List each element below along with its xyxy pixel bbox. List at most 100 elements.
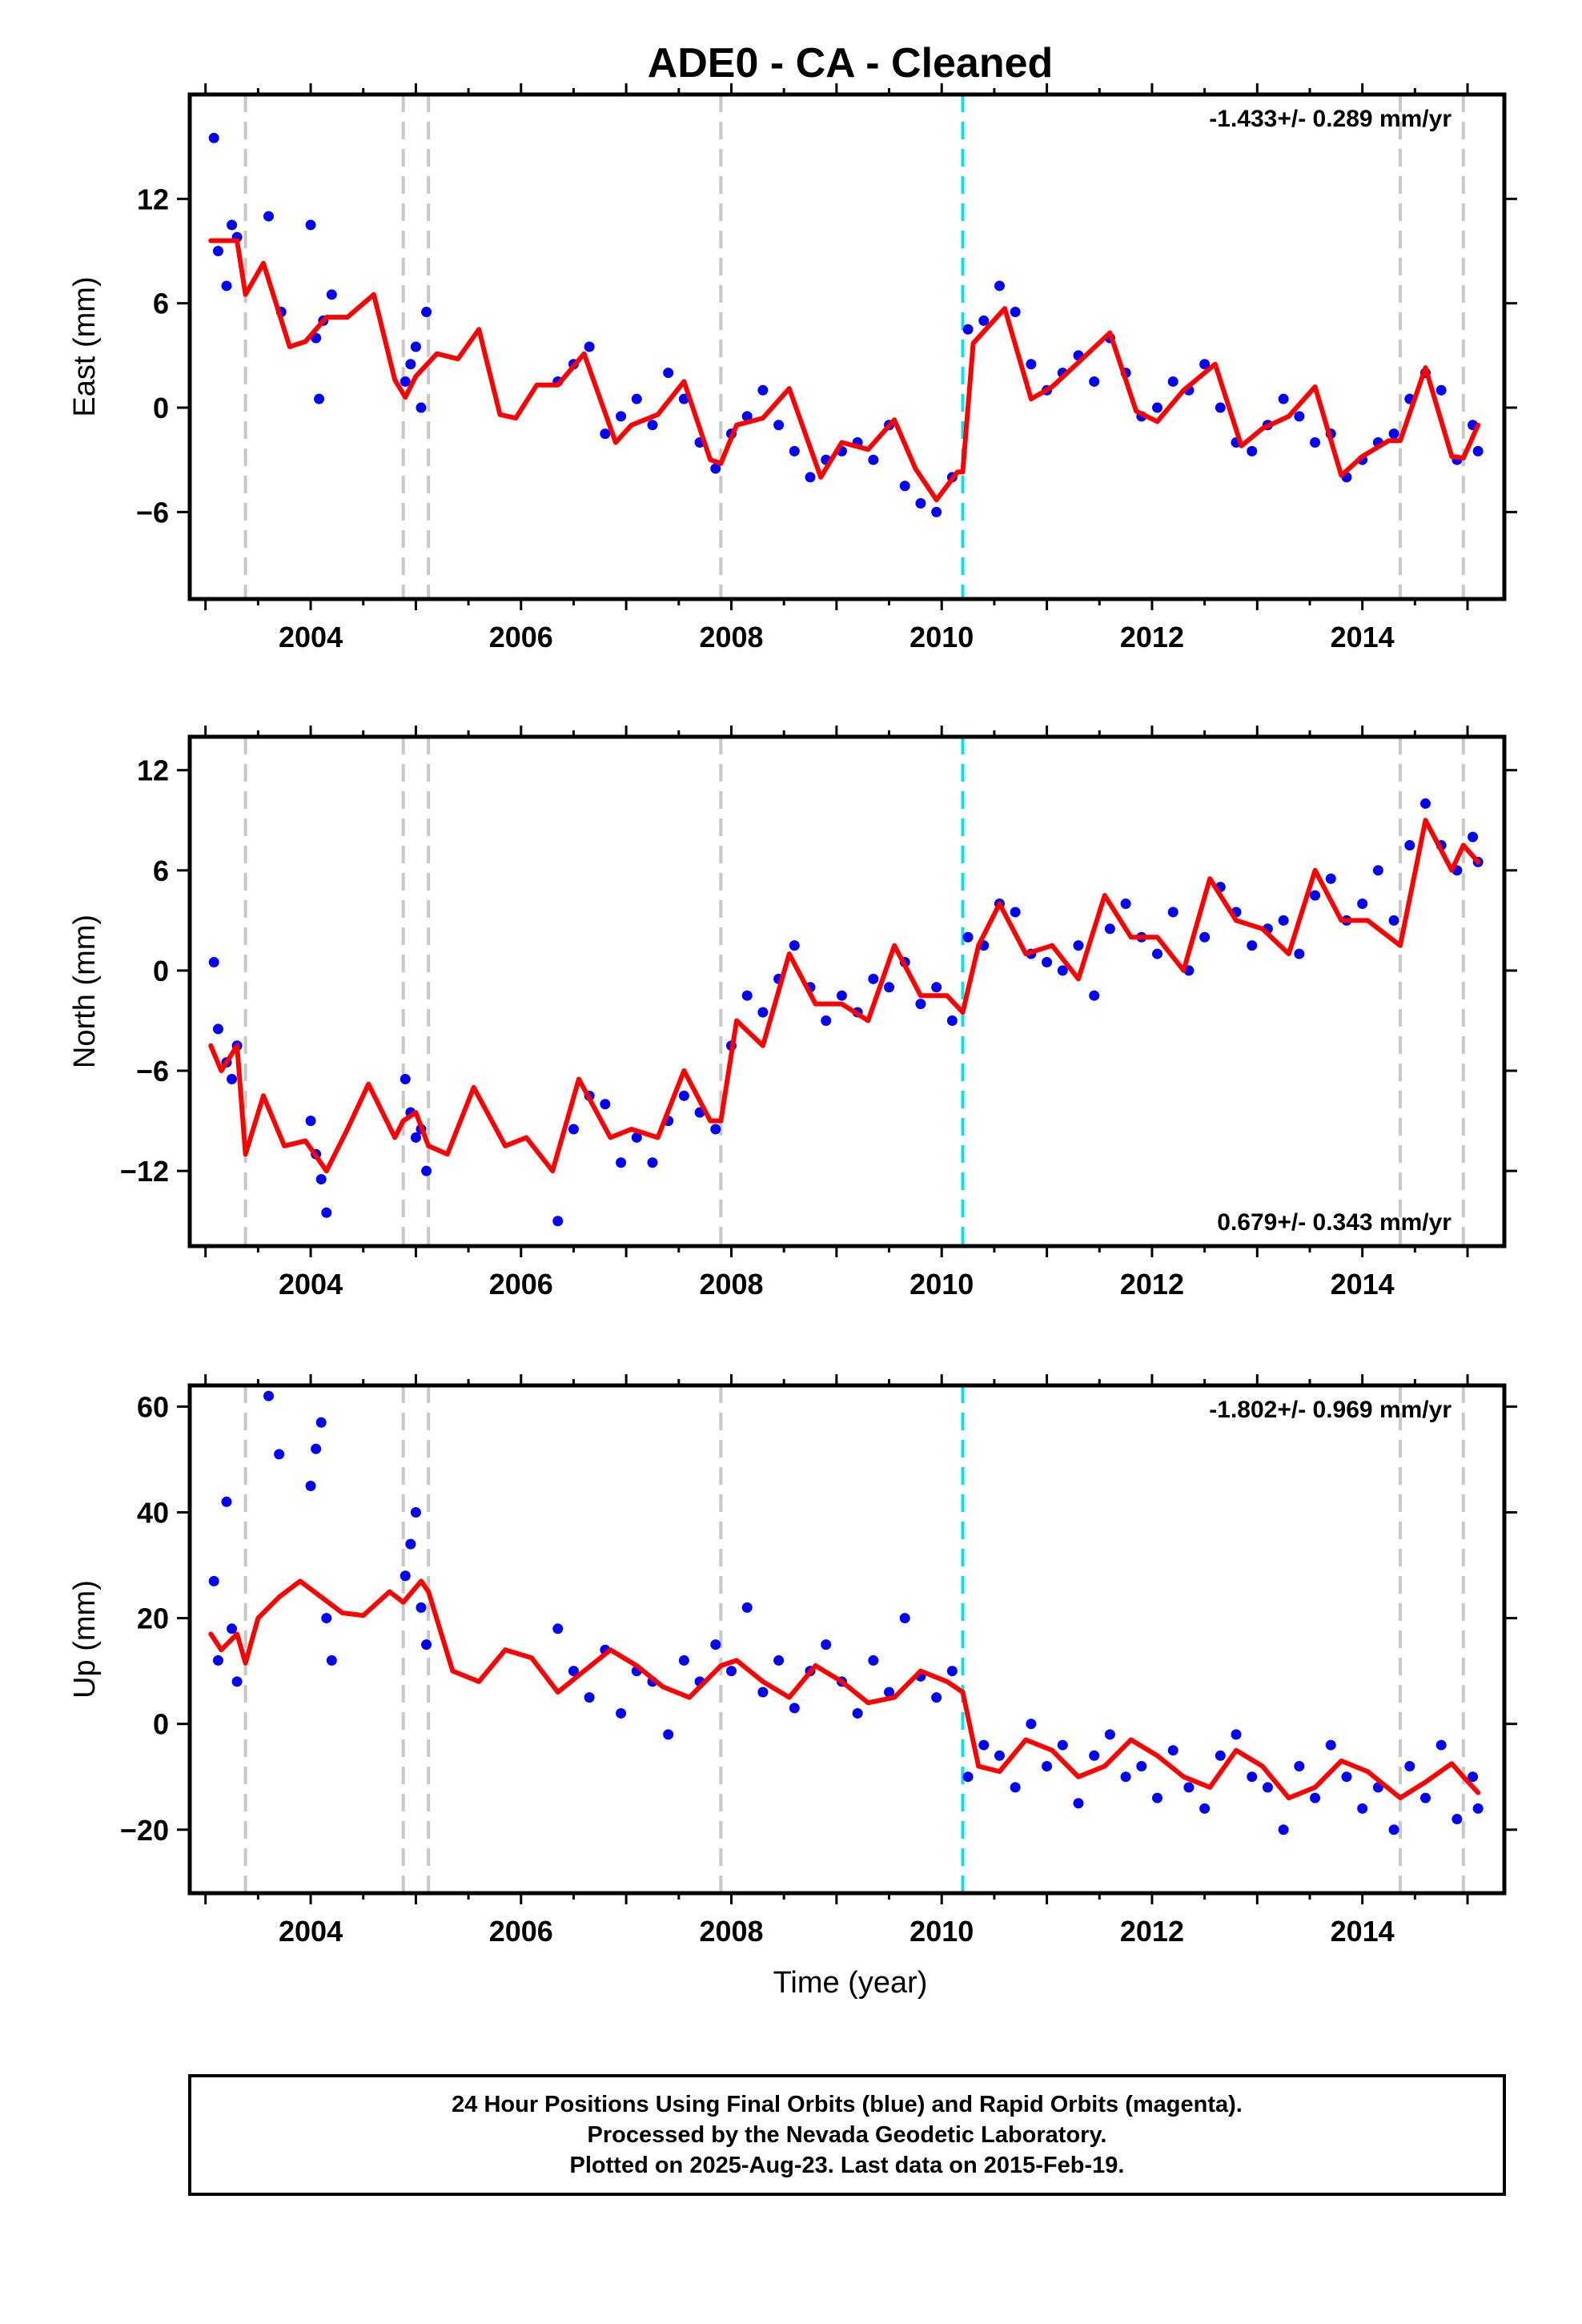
up-position-point: [1472, 1803, 1484, 1814]
north-position-point: [400, 1073, 411, 1084]
up-position-point: [321, 1613, 332, 1624]
east-position-point: [1199, 359, 1211, 370]
up-model-line: [208, 1578, 1481, 1801]
east-position-point: [994, 280, 1005, 292]
north-position-point: [1042, 957, 1053, 968]
north-x-tick-label: 2004: [279, 1268, 343, 1301]
east-position-point: [978, 315, 990, 326]
east-position-point: [710, 463, 721, 474]
east-position-point: [757, 384, 769, 396]
up-position-point: [741, 1602, 753, 1613]
up-position-point: [1404, 1761, 1415, 1771]
up-position-point: [1325, 1739, 1336, 1751]
north-position-point: [757, 1007, 769, 1018]
east-position-point: [405, 359, 416, 370]
up-position-point: [931, 1692, 942, 1703]
up-plot-area: [208, 1385, 1484, 1893]
up-position-point: [568, 1666, 579, 1677]
up-position-point: [852, 1707, 863, 1719]
up-position-point: [400, 1570, 411, 1582]
north-position-point: [789, 940, 800, 951]
up-x-tick-label: 2006: [489, 1915, 553, 1948]
up-position-point: [1247, 1771, 1258, 1783]
north-position-point: [946, 1015, 958, 1026]
north-position-point: [647, 1157, 658, 1168]
up-x-tick-label: 2014: [1331, 1915, 1395, 1948]
up-position-point: [421, 1639, 432, 1651]
north-x-tick-label: 2014: [1331, 1268, 1395, 1301]
up-position-point: [311, 1443, 322, 1454]
up-y-tick-label: 0: [153, 1708, 169, 1741]
north-position-point: [1278, 915, 1289, 926]
north-position-point: [962, 931, 974, 943]
up-x-tick-label: 2008: [699, 1915, 763, 1948]
up-position-point: [305, 1480, 316, 1491]
north-position-point: [616, 1157, 627, 1168]
up-position-point: [1073, 1798, 1084, 1809]
east-position-point: [915, 498, 926, 509]
east-position-point: [1152, 402, 1163, 413]
north-position-point: [1468, 831, 1479, 842]
north-position-point: [600, 1099, 611, 1110]
up-x-tick-label: 2004: [279, 1915, 343, 1948]
up-position-point: [1057, 1739, 1068, 1751]
north-y-tick-label: 0: [153, 955, 169, 987]
east-y-tick-label: 0: [153, 392, 169, 424]
north-model-line: [208, 818, 1481, 1174]
up-position-point: [678, 1655, 689, 1666]
east-position-point: [208, 132, 219, 143]
north-position-point: [915, 999, 926, 1010]
up-y-tick-label: 60: [137, 1390, 169, 1423]
east-y-axis-label: East (mm): [68, 276, 102, 416]
north-y-tick-label: 12: [137, 754, 169, 787]
north-position-point: [568, 1124, 579, 1135]
up-y-tick-label: −20: [120, 1814, 169, 1847]
up-position-point: [208, 1575, 219, 1586]
up-position-point: [868, 1655, 879, 1666]
east-position-point: [326, 289, 337, 300]
up-position-point: [263, 1390, 275, 1401]
east-position-point: [931, 506, 942, 517]
north-rate-text: 0.679+/- 0.343 mm/yr: [1217, 1209, 1452, 1236]
north-position-point: [931, 982, 942, 993]
east-position-point: [1278, 393, 1289, 404]
north-position-point: [1388, 915, 1399, 926]
east-position-point: [1167, 376, 1178, 387]
east-position-point: [1010, 307, 1021, 318]
east-x-tick-label: 2012: [1120, 621, 1184, 653]
up-position-point: [1388, 1824, 1399, 1835]
east-position-point: [227, 219, 238, 231]
east-position-point: [1472, 445, 1484, 456]
north-position-point: [1104, 923, 1115, 935]
up-y-axis-label: Up (mm): [68, 1580, 102, 1699]
north-position-point: [1372, 865, 1383, 876]
north-x-tick-label: 2008: [699, 1268, 763, 1301]
up-position-point: [1294, 1761, 1305, 1771]
up-position-point: [1136, 1761, 1147, 1771]
east-x-tick-label: 2004: [279, 621, 343, 653]
east-frame: [187, 92, 1507, 601]
up-x-tick-label: 2012: [1120, 1915, 1184, 1948]
east-position-point: [789, 445, 800, 456]
up-position-point: [962, 1771, 974, 1783]
east-position-point: [305, 219, 316, 231]
up-position-point: [1435, 1739, 1447, 1751]
up-position-point: [274, 1449, 285, 1460]
north-position-point: [552, 1216, 564, 1227]
north-position-point: [1247, 940, 1258, 951]
up-position-point: [326, 1655, 337, 1666]
east-position-point: [410, 341, 421, 352]
up-position-point: [710, 1639, 721, 1651]
up-position-point: [1152, 1792, 1163, 1803]
east-position-point: [221, 280, 232, 292]
north-position-point: [321, 1207, 332, 1218]
up-panel: 2004 2006 2008 2010 2012 2014 −20 0 20 40 60 Up (mm…: [68, 1374, 1517, 1948]
east-position-point: [400, 376, 411, 387]
east-position-point: [421, 307, 432, 318]
north-x-tick-label: 2006: [489, 1268, 553, 1301]
east-position-point: [805, 472, 816, 483]
up-position-point: [1199, 1803, 1211, 1814]
north-position-point: [1057, 965, 1068, 976]
up-position-point: [1341, 1771, 1352, 1783]
up-position-point: [821, 1639, 832, 1651]
